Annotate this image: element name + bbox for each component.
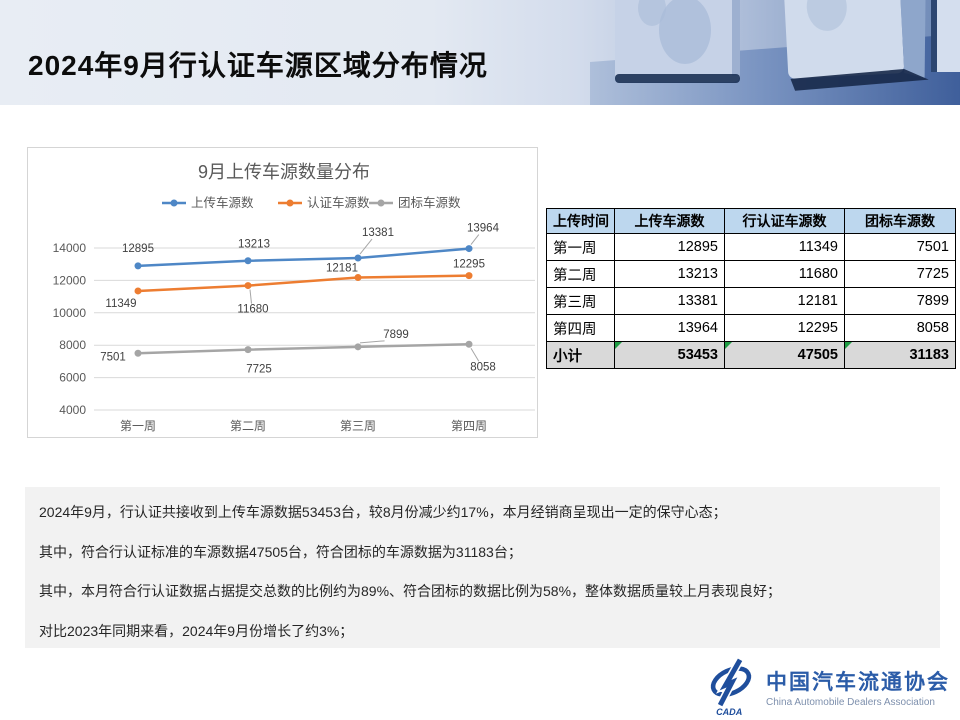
summary-box: 2024年9月，行认证共接收到上传车源数据53453台，较8月份减少约17%，本… (25, 487, 940, 648)
cada-logo-icon: CADA (710, 658, 752, 716)
table-row: 第三周 13381 12181 7899 (546, 287, 956, 315)
summary-line-1: 2024年9月，行认证共接收到上传车源数据53453台，较8月份减少约17%，本… (39, 504, 727, 520)
col-header-certified-count: 行认证车源数 (724, 208, 845, 234)
value-cell: 13213 (614, 260, 725, 288)
value-cell: 13381 (614, 287, 725, 315)
col-header-groupstd-count: 团标车源数 (844, 208, 956, 234)
value-cell: 47505 (724, 341, 845, 369)
svg-text:13213: 13213 (238, 239, 270, 251)
value-cell: 8058 (844, 314, 956, 342)
value-cell: 7725 (844, 260, 956, 288)
svg-text:认证车源数: 认证车源数 (307, 195, 370, 210)
svg-text:第四周: 第四周 (451, 419, 487, 433)
svg-text:13381: 13381 (362, 227, 394, 239)
svg-text:14000: 14000 (53, 241, 87, 255)
svg-text:9月上传车源数量分布: 9月上传车源数量分布 (198, 162, 370, 182)
value-cell: 53453 (614, 341, 725, 369)
value-cell: 7501 (844, 233, 956, 261)
summary-line-3: 其中，本月符合行认证数据占据提交总数的比例约为89%、符合团标的数据比例为58%… (39, 583, 782, 599)
decorative-cubes-icon (590, 0, 960, 105)
logo-text: 中国汽车流通协会 China Automobile Dealers Associ… (766, 666, 950, 708)
svg-text:第三周: 第三周 (340, 419, 376, 433)
value-cell: 11680 (724, 260, 845, 288)
row-label-cell: 第四周 (546, 314, 615, 342)
subtotal-row: 小计 53453 47505 31183 (546, 341, 956, 369)
page-title: 2024年9月行认证车源区域分布情况 (28, 50, 488, 81)
col-header-upload-time: 上传时间 (546, 208, 615, 234)
svg-text:13964: 13964 (467, 223, 500, 235)
svg-text:团标车源数: 团标车源数 (398, 195, 461, 210)
svg-text:8058: 8058 (470, 361, 496, 373)
svg-text:11349: 11349 (105, 298, 136, 310)
svg-text:第一周: 第一周 (120, 419, 156, 433)
row-label-cell: 第一周 (546, 233, 615, 261)
value-cell: 12295 (724, 314, 845, 342)
row-label-cell: 第三周 (546, 287, 615, 315)
formula-flag-icon (615, 342, 622, 349)
weekly-data-table: 上传时间 上传车源数 行认证车源数 团标车源数 第一周 12895 11349 750… (546, 208, 956, 369)
formula-flag-icon (725, 342, 732, 349)
table-header-row: 上传时间 上传车源数 行认证车源数 团标车源数 (546, 208, 956, 234)
table-row: 第二周 13213 11680 7725 (546, 260, 956, 288)
value-cell: 7899 (844, 287, 956, 315)
svg-text:10000: 10000 (53, 306, 87, 320)
row-label-cell: 小计 (546, 341, 615, 369)
svg-text:7899: 7899 (383, 329, 409, 341)
svg-text:11680: 11680 (237, 304, 268, 316)
upload-distribution-line-chart: 4000 6000 8000 10000 12000 14000 第一周 第二周 第三周 第四周 9… (53, 162, 535, 433)
svg-text:7501: 7501 (100, 351, 126, 363)
value-cell: 12181 (724, 287, 845, 315)
header-banner: 2024年9月行认证车源区域分布情况 (0, 0, 960, 105)
svg-text:12295: 12295 (453, 259, 485, 271)
svg-text:12181: 12181 (326, 262, 358, 274)
svg-text:7725: 7725 (246, 364, 272, 376)
value-cell: 12895 (614, 233, 725, 261)
logo-name-cn: 中国汽车流通协会 (766, 670, 950, 694)
svg-text:8000: 8000 (59, 338, 86, 352)
svg-text:12895: 12895 (122, 243, 154, 255)
value-cell: 11349 (724, 233, 845, 261)
svg-text:上传车源数: 上传车源数 (191, 195, 254, 210)
table-row: 第一周 12895 11349 7501 (546, 233, 956, 261)
summary-line-4: 对比2023年同期来看，2024年9月份增长了约3%； (39, 622, 354, 639)
value-cell: 13964 (614, 314, 725, 342)
row-label-cell: 第二周 (546, 260, 615, 288)
svg-text:12000: 12000 (53, 273, 87, 287)
svg-text:第二周: 第二周 (230, 419, 266, 433)
col-header-uploaded-count: 上传车源数 (614, 208, 725, 234)
cada-logo: CADA 中国汽车流通协会 China Automobile Dealers A… (702, 658, 950, 716)
svg-text:6000: 6000 (59, 371, 86, 385)
value-cell: 31183 (844, 341, 956, 369)
chart-card: 4000 6000 8000 10000 12000 14000 第一周 第二周 第三周 第四周 9… (27, 147, 538, 438)
table-row: 第四周 13964 12295 8058 (546, 314, 956, 342)
svg-text:4000: 4000 (59, 403, 86, 417)
summary-line-2: 其中，符合行认证标准的车源数据47505台，符合团标的车源数据为31183台； (39, 543, 522, 560)
formula-flag-icon (845, 342, 852, 349)
cada-acronym: CADA (716, 707, 742, 716)
logo-name-en: China Automobile Dealers Association (766, 697, 935, 708)
